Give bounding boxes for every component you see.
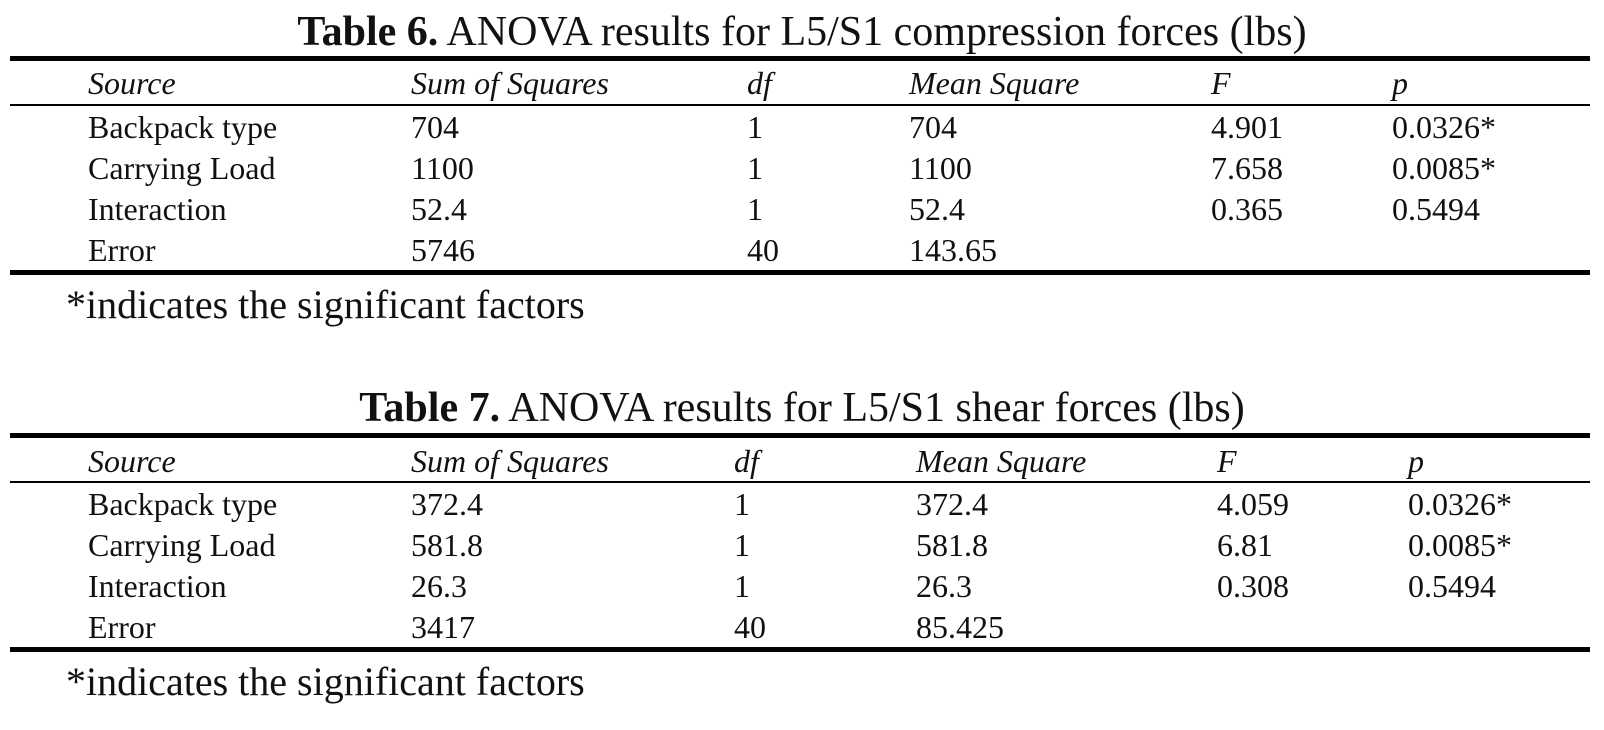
cell-mean-square: 581.8 (916, 527, 988, 563)
column-header-sum-of-squares: Sum of Squares (411, 65, 609, 101)
cell-sum-of-squares: 372.4 (411, 486, 483, 522)
table-6-title: Table 6. ANOVA results for L5/S1 compres… (0, 8, 1604, 56)
column-header-df: df (747, 65, 772, 101)
cell-f: 4.901 (1211, 109, 1283, 145)
table-row: Carrying Load 581.8 1 581.8 6.81 0.0085* (0, 525, 1604, 566)
table-7-label: Table 7. (359, 385, 501, 431)
table-row: Backpack type 372.4 1 372.4 4.059 0.0326… (0, 484, 1604, 525)
cell-source: Backpack type (88, 109, 278, 145)
cell-f: 6.81 (1217, 527, 1273, 563)
table-7-header-rule (10, 481, 1590, 483)
table-7: Table 7. ANOVA results for L5/S1 shear f… (0, 378, 1604, 730)
table-6-header-row: Source Sum of Squares df Mean Square F p (0, 63, 1604, 104)
column-header-p: p (1392, 65, 1408, 101)
cell-mean-square: 26.3 (916, 568, 972, 604)
cell-sum-of-squares: 5746 (411, 232, 475, 268)
cell-p: 0.5494 (1408, 568, 1496, 604)
cell-sum-of-squares: 1100 (411, 150, 474, 186)
column-header-p: p (1408, 443, 1424, 479)
cell-df: 1 (747, 109, 763, 145)
column-header-f: F (1211, 65, 1231, 101)
cell-source: Interaction (88, 191, 227, 227)
cell-f: 4.059 (1217, 486, 1289, 522)
column-header-source: Source (88, 443, 176, 479)
table-6-bottom-rule (10, 270, 1590, 275)
column-header-mean-square: Mean Square (909, 65, 1080, 101)
table-7-top-rule (10, 433, 1590, 438)
column-header-df: df (734, 443, 759, 479)
cell-p: 0.5494 (1392, 191, 1480, 227)
table-7-title: Table 7. ANOVA results for L5/S1 shear f… (0, 384, 1604, 432)
table-7-footnote: *indicates the significant factors (66, 659, 585, 704)
column-header-sum-of-squares: Sum of Squares (411, 443, 609, 479)
cell-source: Error (88, 232, 156, 268)
table-row: Carrying Load 1100 1 1100 7.658 0.0085* (0, 148, 1604, 189)
cell-df: 40 (734, 609, 766, 645)
cell-p: 0.0085* (1392, 150, 1496, 186)
table-6-top-rule (10, 56, 1590, 61)
cell-source: Carrying Load (88, 150, 276, 186)
cell-p: 0.0326* (1408, 486, 1512, 522)
table-6-footnote: *indicates the significant factors (66, 282, 585, 327)
table-6-header-rule (10, 104, 1590, 106)
cell-df: 1 (734, 527, 750, 563)
cell-mean-square: 143.65 (909, 232, 997, 268)
table-row: Interaction 52.4 1 52.4 0.365 0.5494 (0, 189, 1604, 230)
cell-sum-of-squares: 52.4 (411, 191, 467, 227)
cell-f: 0.308 (1217, 568, 1289, 604)
cell-sum-of-squares: 26.3 (411, 568, 467, 604)
cell-df: 1 (734, 486, 750, 522)
cell-mean-square: 704 (909, 109, 957, 145)
cell-p: 0.0326* (1392, 109, 1496, 145)
table-7-bottom-rule (10, 647, 1590, 652)
cell-df: 1 (734, 568, 750, 604)
table-6-caption: ANOVA results for L5/S1 compression forc… (438, 9, 1307, 55)
column-header-source: Source (88, 65, 176, 101)
cell-df: 1 (747, 150, 763, 186)
cell-source: Backpack type (88, 486, 278, 522)
table-7-header-row: Source Sum of Squares df Mean Square F p (0, 441, 1604, 482)
cell-df: 40 (747, 232, 779, 268)
cell-sum-of-squares: 704 (411, 109, 459, 145)
cell-source: Error (88, 609, 156, 645)
cell-mean-square: 85.425 (916, 609, 1004, 645)
table-6: Table 6. ANOVA results for L5/S1 compres… (0, 0, 1604, 340)
cell-mean-square: 372.4 (916, 486, 988, 522)
column-header-mean-square: Mean Square (916, 443, 1087, 479)
table-7-caption: ANOVA results for L5/S1 shear forces (lb… (500, 385, 1245, 431)
cell-mean-square: 52.4 (909, 191, 965, 227)
table-6-label: Table 6. (297, 9, 439, 55)
cell-source: Interaction (88, 568, 227, 604)
cell-source: Carrying Load (88, 527, 276, 563)
cell-df: 1 (747, 191, 763, 227)
cell-f: 7.658 (1211, 150, 1283, 186)
cell-f: 0.365 (1211, 191, 1283, 227)
cell-mean-square: 1100 (909, 150, 972, 186)
column-header-f: F (1217, 443, 1237, 479)
table-row: Interaction 26.3 1 26.3 0.308 0.5494 (0, 566, 1604, 607)
cell-sum-of-squares: 581.8 (411, 527, 483, 563)
table-row: Error 3417 40 85.425 (0, 607, 1604, 648)
cell-sum-of-squares: 3417 (411, 609, 475, 645)
cell-p: 0.0085* (1408, 527, 1512, 563)
table-row: Backpack type 704 1 704 4.901 0.0326* (0, 107, 1604, 148)
table-row: Error 5746 40 143.65 (0, 230, 1604, 271)
